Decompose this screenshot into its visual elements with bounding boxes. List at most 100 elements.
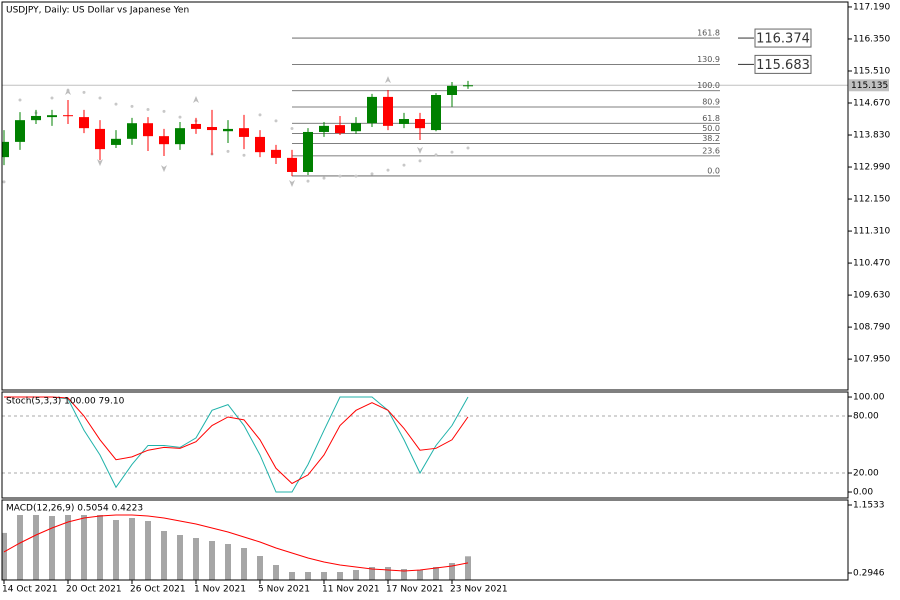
y-tick-label: 100.00	[853, 393, 885, 403]
sar-dot	[2, 180, 6, 184]
y-tick-label: 107.950	[853, 355, 890, 365]
candle-body	[143, 123, 153, 137]
sar-dot	[386, 168, 390, 172]
fib-label: 38.2	[702, 134, 720, 143]
sar-dot	[178, 115, 182, 119]
candle-body	[431, 94, 441, 131]
candle-body	[47, 115, 57, 118]
macd-bar	[81, 515, 87, 580]
candle-body	[2, 141, 9, 158]
y-tick-label: 111.310	[853, 227, 890, 237]
indicator-title: Stoch(5,3,3) 100.00 79.10	[6, 397, 125, 407]
price-level-label: 115.683	[756, 58, 810, 73]
candle-body	[271, 149, 281, 158]
candle-body	[207, 127, 217, 131]
fractal-up	[65, 87, 71, 95]
price-pane	[2, 37, 848, 188]
indicator-title: MACD(12,26,9) 0.5054 0.4223	[6, 504, 143, 514]
sar-dot	[226, 149, 230, 153]
candle-body	[255, 136, 265, 153]
macd-bar	[353, 569, 359, 580]
sar-dot	[466, 146, 470, 150]
x-tick-label: 1 Nov 2021	[194, 585, 246, 595]
y-tick-label: 20.00	[853, 469, 879, 479]
fractal-down	[161, 165, 167, 173]
pane-frame	[1, 499, 849, 581]
sar-dot	[322, 176, 326, 180]
candle-body	[223, 128, 233, 132]
sar-dot	[82, 90, 86, 94]
candle-body	[79, 117, 89, 129]
fractal-down	[289, 180, 295, 188]
macd-bar	[65, 515, 71, 580]
indicator-line	[4, 396, 469, 493]
indicator-line	[4, 396, 469, 485]
macd-bar	[305, 572, 311, 580]
y-tick-label: 0.00	[853, 488, 873, 498]
sar-dot	[50, 96, 54, 100]
sar-dot	[370, 172, 374, 176]
candle-body	[127, 123, 137, 139]
sar-dot	[402, 163, 406, 167]
sar-dot	[338, 174, 342, 178]
macd-bar	[193, 538, 199, 580]
x-tick-label: 5 Nov 2021	[258, 585, 310, 595]
macd-bar	[17, 515, 23, 580]
x-tick-label: 14 Oct 2021	[2, 585, 58, 595]
pane-frame	[1, 391, 849, 499]
macd-bar	[113, 520, 119, 580]
sar-dot	[290, 127, 294, 131]
candle-body	[447, 85, 457, 95]
fib-label: 61.8	[702, 114, 720, 123]
y-tick-label: 114.670	[853, 99, 890, 109]
y-tick-label: 112.990	[853, 163, 890, 173]
macd-bar	[177, 535, 183, 580]
fractal-down	[97, 159, 103, 167]
candle-body	[335, 125, 345, 134]
candle-body	[175, 128, 185, 145]
y-tick-label: 1.1533	[853, 500, 885, 510]
stoch-pane	[2, 396, 848, 493]
y-tick-label: 80.00	[853, 412, 879, 422]
sar-dot	[242, 153, 246, 157]
candle-body	[159, 136, 169, 145]
x-tick-label: 20 Oct 2021	[66, 585, 122, 595]
macd-bar	[225, 543, 231, 580]
macd-bar	[257, 556, 263, 580]
x-tick-label: 26 Oct 2021	[130, 585, 186, 595]
candle-body	[239, 128, 249, 137]
macd-bar	[273, 565, 279, 580]
y-tick-label: 0.2946	[853, 568, 885, 578]
pane-frame	[1, 1, 849, 391]
price-level-label: 116.374	[756, 32, 810, 47]
fib-label: 23.6	[702, 146, 720, 155]
fib-label: 130.9	[697, 55, 720, 64]
macd-bar	[433, 567, 439, 580]
macd-bar	[369, 567, 375, 580]
y-tick-label: 109.630	[853, 291, 890, 301]
fib-label: 100.0	[697, 81, 720, 90]
chart-title: USDJPY, Daily: US Dollar vs Japanese Yen	[6, 6, 189, 16]
macd-bar	[337, 572, 343, 580]
y-tick-label: 108.790	[853, 323, 890, 333]
sar-dot	[114, 102, 118, 106]
macd-pane	[2, 514, 471, 580]
candle-body	[95, 128, 105, 150]
candle-body	[463, 85, 473, 87]
x-tick-label: 23 Nov 2021	[450, 585, 508, 595]
macd-bar	[289, 572, 295, 580]
macd-bar	[49, 516, 55, 580]
candle-body	[367, 96, 377, 124]
y-tick-label: 117.190	[853, 2, 890, 12]
sar-dot	[146, 107, 150, 111]
fib-label: 50.0	[702, 124, 720, 133]
fractal-down	[417, 146, 423, 154]
sar-dot	[258, 113, 262, 117]
candle-body	[287, 157, 297, 172]
macd-bar	[161, 531, 167, 580]
sar-dot	[274, 119, 278, 123]
candle-body	[399, 119, 409, 124]
fib-label: 0.0	[707, 166, 720, 175]
macd-bar	[417, 569, 423, 580]
y-tick-label: 115.510	[853, 66, 890, 76]
